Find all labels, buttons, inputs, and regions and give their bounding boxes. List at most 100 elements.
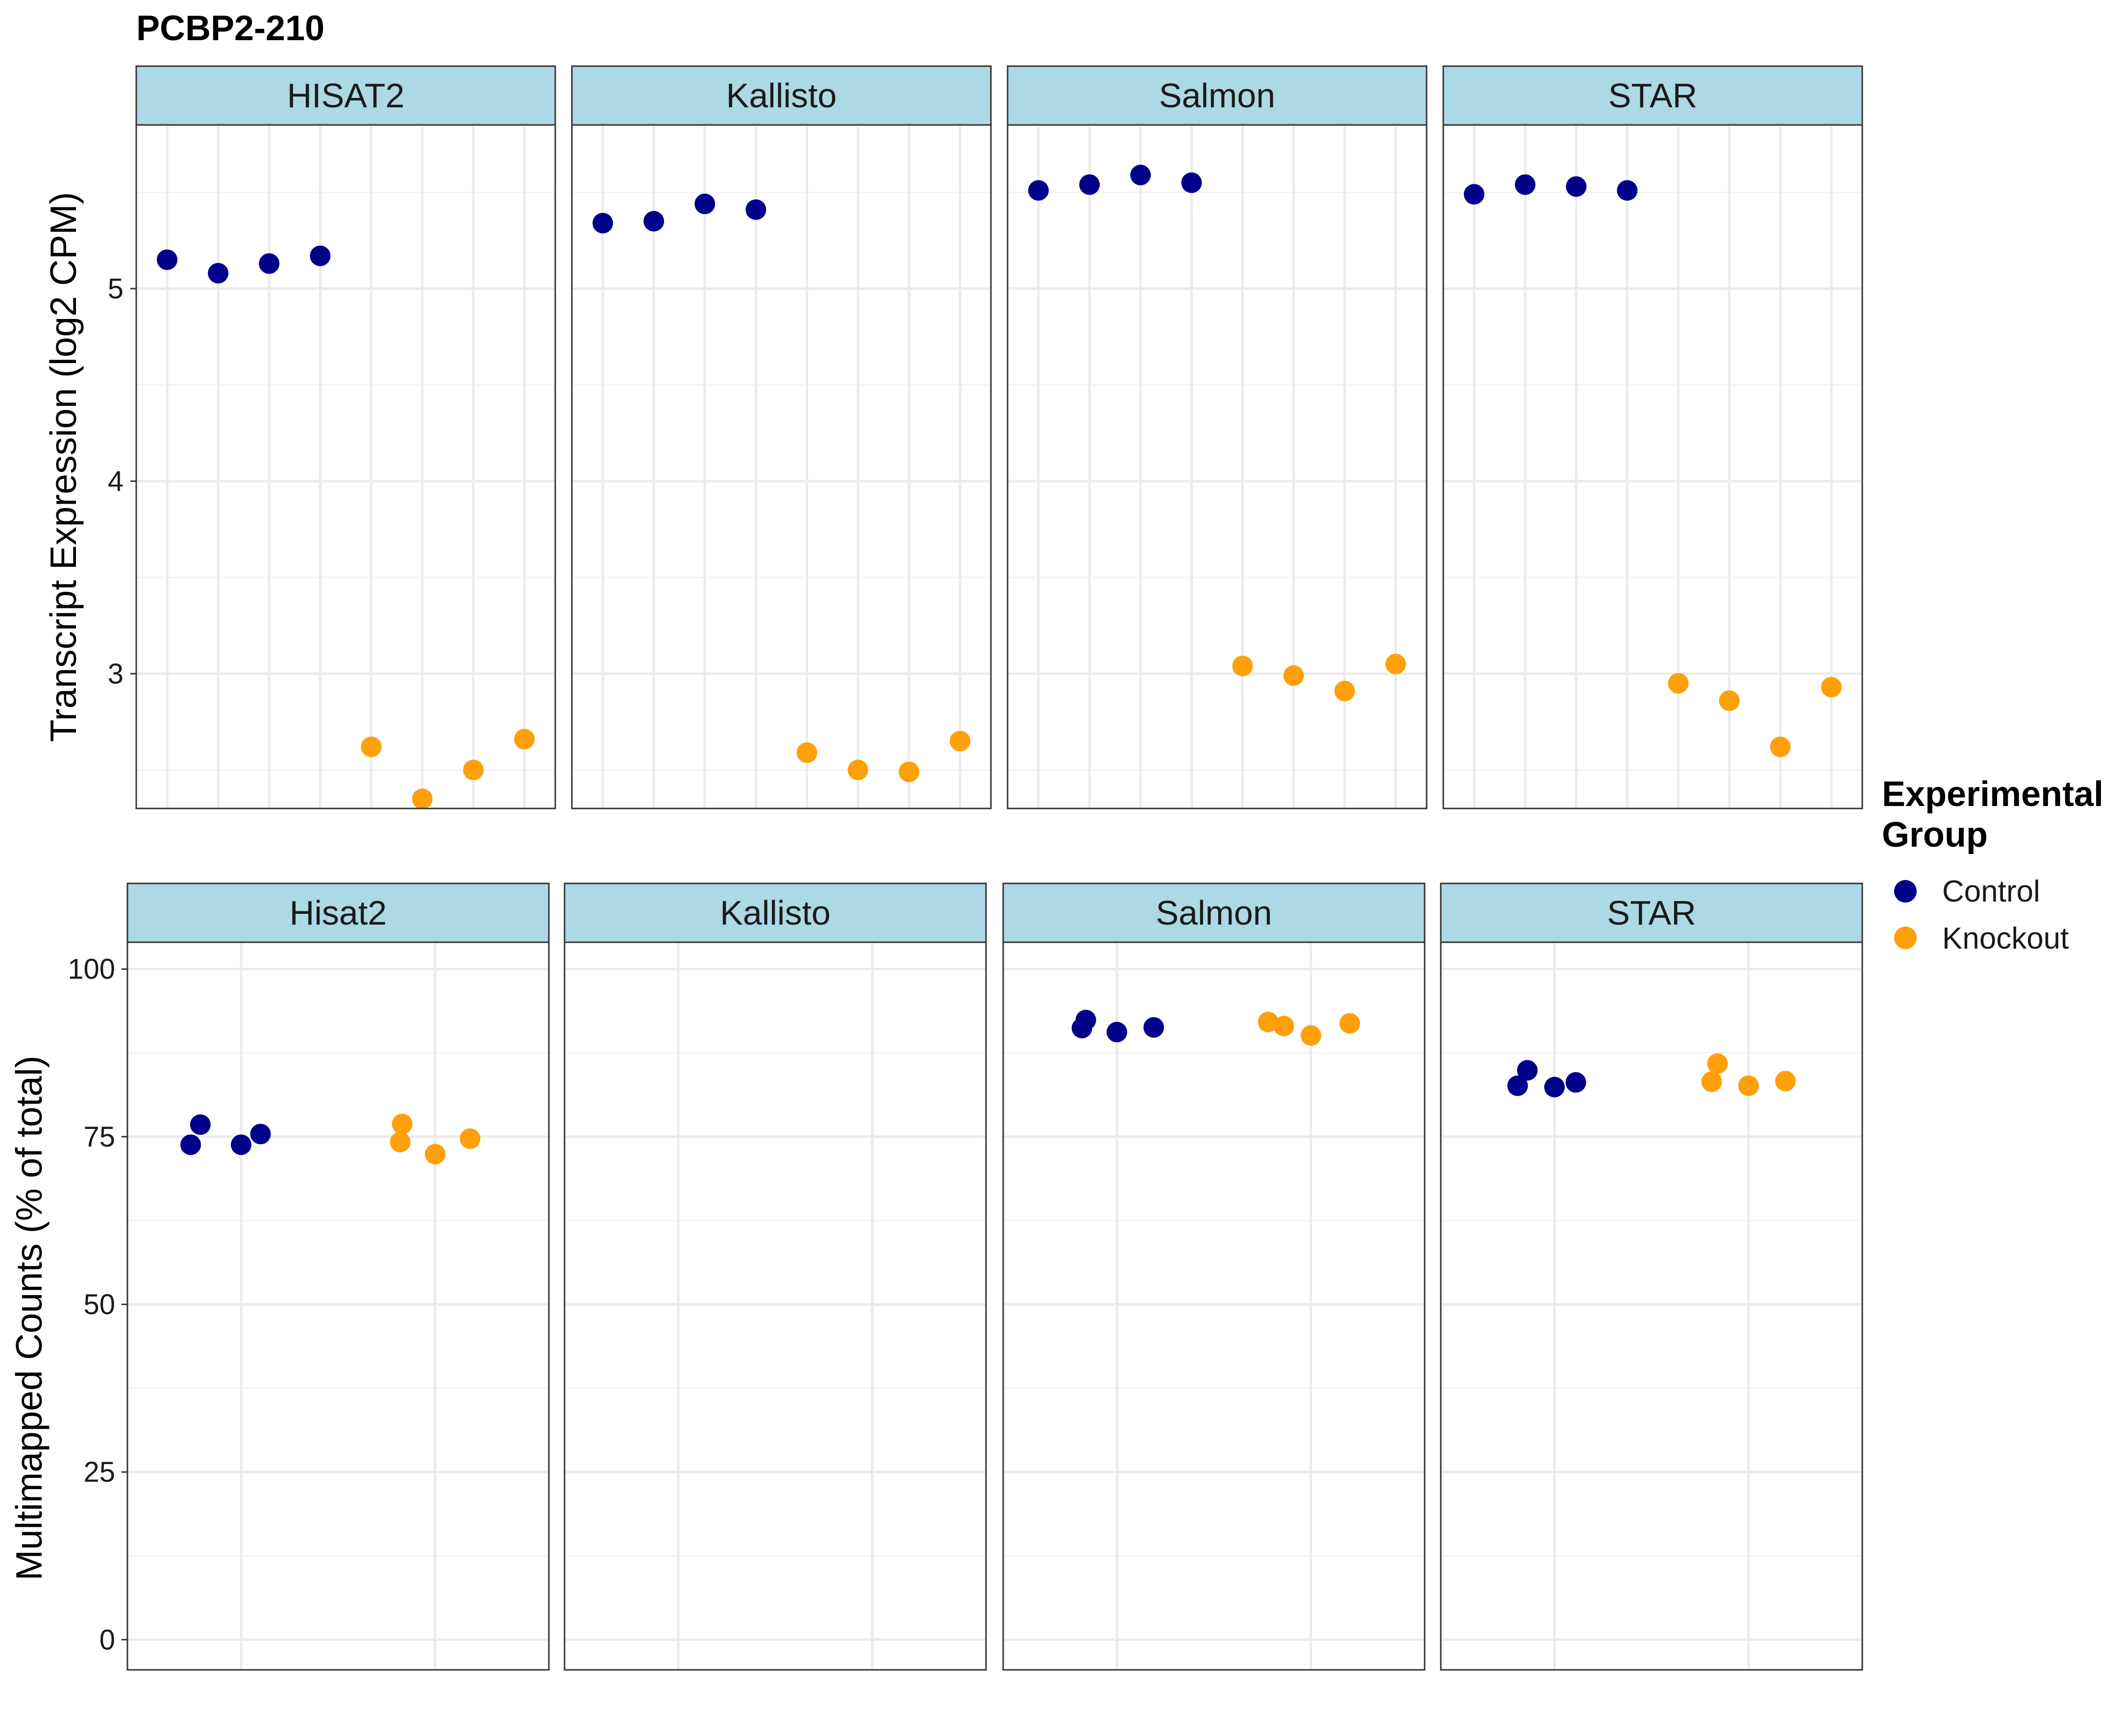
row-1-y-axis-title: Multimapped Counts (% of total) <box>8 1055 49 1580</box>
facet-0-hisat2-point-knockout-7 <box>514 729 535 750</box>
facet-0-kallisto-point-knockout-4 <box>796 742 817 763</box>
facet-0-kallisto-point-control-1 <box>643 211 665 232</box>
facet-1-kallisto-strip <box>564 882 987 943</box>
facet-0-kallisto-point-knockout-7 <box>950 731 970 752</box>
facet-1-star-point-control-3 <box>1565 1072 1586 1093</box>
facet-1-kallisto-border <box>564 941 987 1671</box>
facet-0-hisat2-point-control-2 <box>259 253 280 274</box>
facet-1-salmon-strip-label: Salmon <box>1156 894 1272 932</box>
facet-0-kallisto-background <box>572 125 991 808</box>
legend: Experimental Group Control Knockout <box>1882 775 2103 955</box>
panels-layer: HISAT2 Kallisto Salmon STAR 3 4 5 Transcript Ex… <box>8 65 1863 1671</box>
facet-1-salmon-strip <box>1002 882 1426 943</box>
facet-1-salmon-point-control-3 <box>1143 1017 1164 1038</box>
facet-1-hisat2-border <box>126 941 550 1671</box>
legend-title-line-2: Group <box>1882 815 1988 855</box>
facet-0-star-background <box>1443 125 1862 808</box>
legend-title-line-1: Experimental <box>1882 775 2103 814</box>
facet-0-star-point-knockout-4 <box>1668 673 1689 694</box>
facet-0-star-point-knockout-6 <box>1770 736 1791 758</box>
facet-1-hisat2-point-knockout-6 <box>425 1144 445 1165</box>
facet-0-salmon-point-knockout-4 <box>1232 656 1253 677</box>
legend-swatch-control <box>1894 880 1917 903</box>
facet-1-salmon-point-knockout-6 <box>1301 1025 1321 1046</box>
facet-0-hisat2-point-control-0 <box>157 249 177 270</box>
facet-1-hisat2-point-control-2 <box>231 1134 251 1155</box>
facet-0-salmon-point-knockout-7 <box>1385 654 1406 675</box>
facet-0-hisat2-point-knockout-4 <box>361 736 382 758</box>
facet-0-hisat2-strip <box>135 65 556 126</box>
facet-0-salmon-point-control-3 <box>1181 172 1202 193</box>
facet-0-kallisto-point-control-3 <box>745 199 766 220</box>
facet-1-star-point-knockout-5 <box>1707 1053 1728 1074</box>
facet-0-star-point-knockout-5 <box>1719 690 1740 711</box>
facet-0-star-point-control-3 <box>1617 180 1638 201</box>
row-1-ytick-label-3: 75 <box>83 1121 115 1153</box>
facet-0-salmon-point-control-0 <box>1028 180 1049 201</box>
facet-0-kallisto-point-control-2 <box>694 194 716 215</box>
facet-1-hisat2-point-control-3 <box>250 1124 271 1145</box>
facet-0-salmon-strip <box>1007 65 1428 126</box>
facet-1-star-strip <box>1440 882 1863 943</box>
facet-1-star-point-knockout-7 <box>1775 1071 1796 1092</box>
facet-0-hisat2-background <box>136 125 555 808</box>
facet-0-hisat2-point-knockout-5 <box>412 788 433 809</box>
facet-0-salmon-point-control-1 <box>1079 174 1100 195</box>
facet-1-star-strip-label: STAR <box>1607 894 1696 932</box>
plot-title: PCBP2-210 <box>136 9 324 48</box>
facet-0-salmon-border <box>1007 124 1428 809</box>
facet-0-salmon-point-control-2 <box>1130 165 1151 186</box>
facet-1-star-point-knockout-6 <box>1738 1075 1759 1096</box>
facet-1-kallisto-strip-label: Kallisto <box>720 894 831 932</box>
facet-0-salmon-point-knockout-6 <box>1334 681 1355 702</box>
facet-1-hisat2-point-control-0 <box>180 1134 201 1155</box>
facet-1-salmon-point-knockout-4 <box>1258 1011 1279 1032</box>
facet-1-hisat2-point-knockout-7 <box>460 1128 481 1149</box>
facet-1-salmon-border <box>1002 941 1426 1671</box>
legend-label-control: Control <box>1942 875 2040 908</box>
facet-1-star-border <box>1440 941 1863 1671</box>
facet-1-salmon-point-control-2 <box>1107 1022 1127 1043</box>
facet-0-hisat2-border <box>135 124 556 809</box>
facet-0-star-point-control-2 <box>1566 176 1587 197</box>
facet-1-hisat2-strip-label: Hisat2 <box>290 894 387 932</box>
facet-1-hisat2-point-knockout-4 <box>390 1131 411 1152</box>
facet-0-star-strip-label: STAR <box>1608 76 1698 115</box>
row-1-ytick-label-4: 100 <box>68 954 115 985</box>
facet-1-salmon-background <box>1003 942 1425 1670</box>
facet-0-kallisto-strip-label: Kallisto <box>726 76 837 115</box>
row-0-ytick-label-1: 4 <box>108 465 123 497</box>
facet-1-hisat2-point-control-1 <box>190 1114 211 1135</box>
facet-1-star-point-control-2 <box>1544 1076 1565 1098</box>
facet-1-star-point-knockout-4 <box>1701 1071 1722 1092</box>
facet-0-hisat2-strip-label: HISAT2 <box>287 76 405 115</box>
legend-label-knockout: Knockout <box>1942 922 2069 955</box>
row-0-ytick-label-0: 3 <box>108 658 123 690</box>
legend-swatch-knockout <box>1894 927 1917 949</box>
facet-0-salmon-background <box>1008 125 1427 808</box>
facet-1-salmon-point-control-1 <box>1075 1009 1096 1030</box>
facet-0-star-border <box>1442 124 1863 809</box>
facet-0-star-point-control-1 <box>1515 174 1536 195</box>
facet-0-hisat2-point-control-3 <box>310 245 331 267</box>
row-0-ytick-label-2: 5 <box>108 273 123 305</box>
row-1-ytick-label-1: 25 <box>83 1456 115 1488</box>
facet-0-salmon-point-knockout-5 <box>1283 665 1304 686</box>
facet-0-star-point-knockout-7 <box>1821 677 1842 698</box>
facet-1-hisat2-point-knockout-5 <box>392 1113 413 1134</box>
facet-1-star-point-control-1 <box>1517 1060 1538 1081</box>
facet-1-star-background <box>1441 942 1862 1670</box>
facet-0-kallisto-border <box>571 124 992 809</box>
facet-0-salmon-strip-label: Salmon <box>1159 76 1275 115</box>
row-1-ytick-label-0: 0 <box>99 1624 115 1656</box>
facet-0-star-strip <box>1442 65 1863 126</box>
facet-1-salmon-point-knockout-5 <box>1273 1016 1294 1037</box>
row-0-y-axis-title: Transcript Expression (log2 CPM) <box>43 192 84 742</box>
facet-1-star-point-control-0 <box>1507 1075 1528 1096</box>
facet-0-hisat2-point-control-1 <box>208 263 229 284</box>
facet-1-hisat2-background <box>127 942 549 1670</box>
facet-1-kallisto-background <box>565 942 986 1670</box>
facet-1-salmon-point-knockout-7 <box>1339 1013 1360 1034</box>
